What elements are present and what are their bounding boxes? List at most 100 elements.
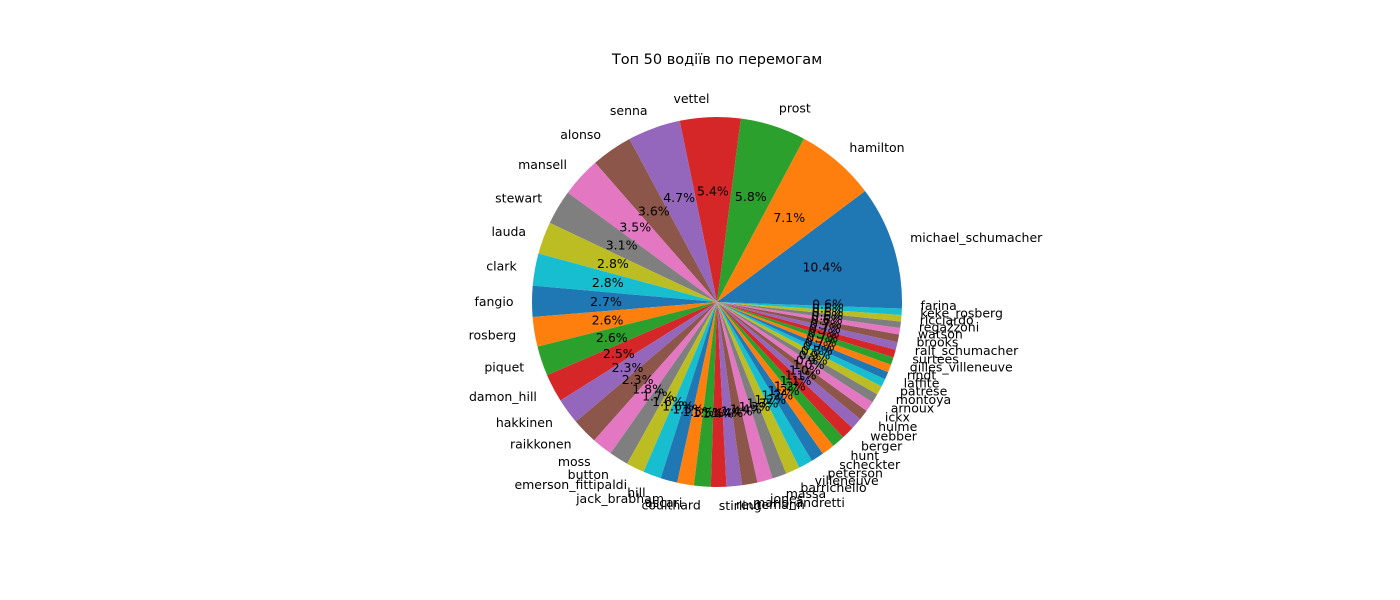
slice-label: damon_hill xyxy=(469,389,537,404)
pie-slice-michael-schumacher xyxy=(717,191,903,302)
pie-slice-gilles-villeneuve xyxy=(717,302,894,365)
slice-label: keke_rosberg xyxy=(920,305,1003,320)
pie-slice-watson xyxy=(717,302,901,335)
slice-percent: 1.1% xyxy=(780,373,812,388)
pie-slice-raikkonen xyxy=(575,302,717,441)
pie-slice-piquet xyxy=(537,302,717,376)
slice-label: moss xyxy=(558,454,591,469)
slice-percent: 1.2% xyxy=(754,392,786,407)
slice-label: reutemann xyxy=(736,497,805,512)
pie-slice-hamilton xyxy=(717,138,866,302)
slice-label: laffite xyxy=(904,376,940,391)
pie-slice-stirling xyxy=(710,302,727,488)
slice-percent: 0.7% xyxy=(805,334,837,349)
pie-slice-mansell xyxy=(567,162,717,302)
slice-percent: 0.7% xyxy=(810,316,842,331)
slice-label: ascari xyxy=(645,495,682,510)
slice-label: button xyxy=(568,467,609,482)
slice-label: arnoux xyxy=(891,401,934,416)
pie-slice-montoya xyxy=(717,302,882,395)
pie-percent-labels: 10.4% 7.1% 5.8% 5.4%4.7%3.6% 3.5% 3.1% 2.8% 2.8… xyxy=(590,184,844,421)
slice-percent: 0.8% xyxy=(801,343,833,358)
slice-label: vettel xyxy=(673,91,709,106)
slice-label: hulme xyxy=(878,419,917,434)
slice-label: scheckter xyxy=(839,457,901,472)
slice-label: alonso xyxy=(560,127,601,142)
pie-slice-stewart xyxy=(549,192,717,302)
slice-percent: 1.5% xyxy=(672,402,704,417)
slice-percent: 0.7% xyxy=(806,330,838,345)
slice-percent: 1.2% xyxy=(768,383,800,398)
slice-percent: 7.1% xyxy=(773,210,805,225)
pie-slice-scheckter xyxy=(717,302,834,454)
pie-slice-jones xyxy=(717,302,773,483)
slice-label: ricciardo xyxy=(920,313,974,328)
pie-slice-ricciardo xyxy=(717,302,902,322)
pie-slice-ickx xyxy=(717,302,873,411)
slice-percent: 2.7% xyxy=(590,294,622,309)
pie-slice-ralf-schumacher xyxy=(717,302,898,350)
slice-percent: 1.0% xyxy=(793,357,825,372)
slice-percent: 1.3% xyxy=(747,396,779,411)
pie-slices xyxy=(531,117,903,488)
pie-slice-senna xyxy=(629,120,717,302)
pie-slice-emerson-fittipaldi xyxy=(627,302,717,472)
slice-percent: 1.5% xyxy=(682,404,714,419)
slice-label: barrichello xyxy=(800,480,866,495)
slice-label: emerson_fittipaldi xyxy=(514,477,627,492)
pie-slice-webber xyxy=(717,302,861,428)
slice-percent: 1.0% xyxy=(789,362,821,377)
slice-label: gilles_villeneuve xyxy=(910,360,1013,375)
slice-label: stewart xyxy=(495,190,542,205)
pie-slice-hill xyxy=(643,302,717,479)
slice-percent: 2.8% xyxy=(592,275,624,290)
slice-percent: 0.6% xyxy=(811,308,843,323)
pie-slice-arnoux xyxy=(717,302,878,403)
slice-percent: 0.9% xyxy=(799,348,831,363)
pie-slice-massa xyxy=(717,302,787,479)
slice-label: webber xyxy=(870,428,917,443)
slice-label: jack_brabham xyxy=(575,491,664,506)
pie-slice-coulthard xyxy=(693,302,717,487)
pie-slice-clark xyxy=(532,253,717,302)
slice-percent: 0.6% xyxy=(812,300,844,315)
slice-label: villeneuve xyxy=(815,473,879,488)
pie-slice-barrichello xyxy=(717,302,800,474)
pie-slice-damon-hill xyxy=(547,302,717,401)
pie-slice-patrese xyxy=(717,302,886,387)
pie-slice-surtees xyxy=(717,302,896,358)
slice-percent: 4.7% xyxy=(663,190,695,205)
slice-label: prost xyxy=(779,101,811,116)
pie-slice-lauda xyxy=(538,222,717,302)
slice-label: jones xyxy=(769,491,803,506)
pie-slice-farina xyxy=(717,302,902,309)
pie-slice-regazzoni xyxy=(717,302,901,329)
slice-percent: 0.7% xyxy=(809,321,841,336)
slice-percent: 2.5% xyxy=(603,346,635,361)
pie-slice-ascari xyxy=(677,302,717,486)
pie-slice-rindt xyxy=(717,302,892,373)
slice-label: peterson xyxy=(828,465,883,480)
slice-percent: 2.3% xyxy=(612,360,644,375)
pie-slice-mario-andretti xyxy=(717,302,758,486)
pie-slice-berger xyxy=(717,302,853,438)
pie-slice-villeneuve xyxy=(717,302,812,468)
pie-slice-vettel xyxy=(679,117,741,302)
slice-percent: 5.8% xyxy=(735,189,767,204)
pie-slice-button xyxy=(610,302,717,464)
slice-label: senna xyxy=(610,103,648,118)
slice-percent: 1.4% xyxy=(721,404,753,419)
slice-percent: 1.2% xyxy=(774,378,806,393)
slice-percent: 2.3% xyxy=(622,372,654,387)
pie-slice-moss xyxy=(594,302,717,454)
slice-label: clark xyxy=(486,259,517,274)
slice-percent: 1.8% xyxy=(632,382,664,397)
slice-label: ralf_schumacher xyxy=(915,343,1019,358)
slice-label: stirling xyxy=(719,498,762,513)
slice-label: hunt xyxy=(851,448,880,463)
slice-percent: 0.6% xyxy=(812,297,844,312)
slice-percent: 10.4% xyxy=(802,259,842,274)
slice-percent: 2.6% xyxy=(592,313,624,328)
slice-percent: 3.6% xyxy=(638,203,670,218)
pie-slice-prost xyxy=(717,118,804,302)
